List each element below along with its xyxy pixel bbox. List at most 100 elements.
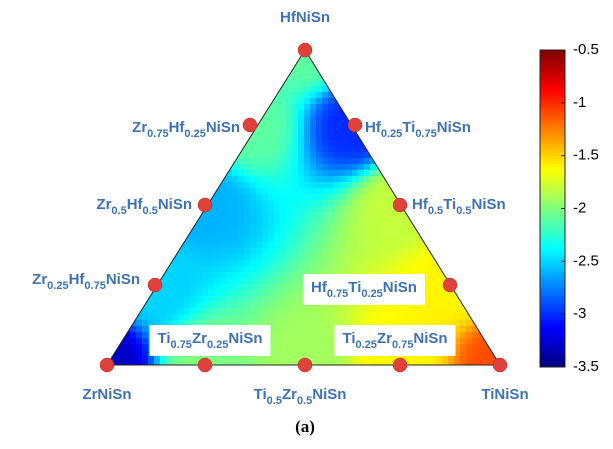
field-cell [256,104,263,111]
field-cell [238,254,245,261]
field-cell [208,170,215,177]
field-cell [340,242,347,249]
field-cell [226,98,233,105]
field-cell [292,332,299,339]
field-cell [100,134,107,141]
label-group: Hf0.25Ti0.75NiSn [365,119,471,140]
field-cell [400,62,407,69]
field-cell [442,176,449,183]
field-cell [334,164,341,171]
field-cell [418,146,425,153]
field-cell [352,308,359,315]
field-cell [478,284,485,291]
field-cell [196,272,203,279]
field-cell [130,326,137,333]
field-cell [250,188,257,195]
field-cell [424,80,431,87]
field-cell [496,104,500,111]
field-cell [352,254,359,261]
field-cell [460,194,467,201]
field-cell [358,320,365,327]
field-cell [358,188,365,195]
field-cell [400,56,407,63]
field-cell [250,86,257,93]
field-cell [388,98,395,105]
field-cell [328,134,335,141]
field-cell [328,74,335,81]
field-cell [220,296,227,303]
field-cell [268,332,275,339]
field-cell [130,146,137,153]
field-cell [100,212,107,219]
field-cell [184,320,191,327]
label-part: Hf [169,119,186,136]
field-cell [118,254,125,261]
field-cell [298,338,305,345]
field-cell [502,218,509,225]
field-cell [484,326,491,333]
field-cell [448,176,455,183]
field-cell [496,176,500,183]
field-cell [148,140,155,147]
field-cell [364,236,371,243]
field-cell [328,170,335,177]
field-cell [418,260,425,267]
field-cell [262,278,269,285]
field-cell [142,248,149,255]
field-cell [190,212,197,219]
field-cell [448,308,455,315]
field-cell [484,140,491,147]
field-cell [430,302,437,309]
field-cell [136,332,143,339]
field-cell [484,224,491,231]
field-cell [472,98,479,105]
field-cell [214,146,221,153]
field-cell [328,128,335,135]
field-cell [316,152,323,159]
field-cell [346,152,353,159]
field-cell [124,152,131,159]
field-cell [454,272,461,279]
field-cell [388,308,395,315]
field-cell [107,128,113,135]
field-cell [316,98,323,105]
field-cell [124,320,131,327]
field-cell [448,212,455,219]
field-cell [346,200,353,207]
field-cell [358,170,365,177]
field-cell [238,200,245,207]
field-cell [352,86,359,93]
field-cell [107,182,113,189]
field-cell [184,224,191,231]
field-cell [262,176,269,183]
field-cell [274,74,281,81]
field-cell [466,266,473,273]
field-cell [454,254,461,261]
field-cell [304,68,311,75]
field-cell [370,146,377,153]
field-cell [430,152,437,159]
field-cell [178,302,185,309]
field-cell [418,74,425,81]
field-cell [112,176,119,183]
field-cell [394,110,401,117]
field-cell [424,98,431,105]
field-cell [364,50,371,57]
field-cell [226,302,233,309]
field-cell [322,98,329,105]
field-cell [364,218,371,225]
field-cell [370,86,377,93]
field-cell [286,110,293,117]
field-cell [316,332,323,339]
field-cell [232,56,239,63]
colorbar-cell [540,263,565,268]
label-box [149,324,271,356]
field-cell [292,278,299,285]
field-cell [142,254,149,261]
field-cell [310,164,317,171]
field-cell [172,98,179,105]
field-cell [142,158,149,165]
field-cell [107,224,113,231]
field-cell [388,164,395,171]
field-cell [388,302,395,309]
